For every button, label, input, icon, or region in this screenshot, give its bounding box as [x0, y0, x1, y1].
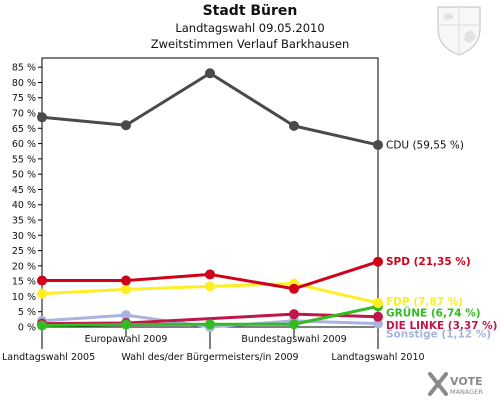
series-end-label: GRÜNE (6,74 %): [386, 306, 481, 320]
series-end-label: Sonstige (1,12 %): [386, 329, 491, 341]
data-point: [121, 319, 131, 330]
data-point: [373, 311, 383, 322]
x-tick-label: Wahl des/der Bürgermeisters/in 2009: [121, 352, 298, 363]
y-tick-label: 80 %: [12, 78, 36, 89]
votemanager-logo: VOTE MANAGER: [428, 372, 483, 396]
data-point: [289, 319, 299, 330]
x-tick-label: Landtagswahl 2005: [2, 352, 95, 363]
data-point: [289, 309, 299, 320]
chart-title: Stadt Büren: [202, 3, 298, 19]
chart-subtitle-secondary: Zweitstimmen Verlauf Barkhausen: [150, 37, 350, 51]
data-point: [37, 112, 47, 123]
data-point: [373, 318, 383, 329]
data-point: [205, 269, 215, 280]
logo-text-manager: MANAGER: [450, 388, 483, 396]
y-tick-label: 5 %: [18, 307, 36, 318]
x-tick-labels: Landtagswahl 2005 Europawahl 2009 Wahl des…: [2, 334, 425, 363]
y-tick-label: 50 %: [12, 170, 36, 181]
chart-series: [37, 68, 383, 332]
data-point: [121, 275, 131, 286]
y-tick-labels: 0 % 5 % 10 % 15 % 20 % 25 % 30 % 35 % 40 % 45 % 50…: [12, 63, 36, 334]
data-point: [37, 320, 47, 331]
data-point: [121, 284, 131, 295]
series-end-label: SPD (21,35 %): [386, 256, 471, 268]
x-tick-label: Europawahl 2009: [85, 334, 168, 345]
y-tick-label: 15 %: [12, 277, 36, 288]
series-line-cdu: [41, 71, 379, 147]
y-tick-label: 45 %: [12, 185, 36, 196]
data-point: [289, 120, 299, 131]
data-point: [121, 120, 131, 131]
y-tick-label: 70 %: [12, 109, 36, 120]
y-tick-label: 75 %: [12, 93, 36, 104]
data-point: [121, 310, 131, 321]
y-tick-label: 25 %: [12, 246, 36, 257]
series-end-label: FDP (7,87 %): [386, 296, 463, 308]
coat-of-arms-icon: [437, 6, 481, 56]
y-tick-label: 60 %: [12, 139, 36, 150]
y-tick-label: 30 %: [12, 231, 36, 242]
logo-text-vote: VOTE: [450, 375, 483, 388]
y-tick-label: 35 %: [12, 216, 36, 227]
chart-subtitle: Landtagswahl 09.05.2010: [175, 21, 325, 35]
y-tick-label: 20 %: [12, 261, 36, 272]
data-point: [373, 256, 383, 267]
x-tick-label: Landtagswahl 2010: [331, 352, 424, 363]
data-point: [205, 319, 215, 330]
y-tick-label: 10 %: [12, 292, 36, 303]
chart-axes: [38, 57, 379, 349]
y-tick-label: 85 %: [12, 63, 36, 74]
data-point: [373, 297, 383, 308]
data-point: [205, 68, 215, 79]
data-point: [37, 275, 47, 286]
y-tick-label: 55 %: [12, 154, 36, 165]
series-end-label: DIE LINKE (3,37 %): [386, 320, 497, 332]
series-end-label: CDU (59,55 %): [386, 139, 464, 151]
data-point: [205, 281, 215, 292]
data-point: [37, 288, 47, 299]
series-end-labels: CDU (59,55 %) SPD (21,35 %) FDP (7,87 %)GR…: [386, 139, 497, 340]
y-tick-label: 40 %: [12, 200, 36, 211]
y-tick-label: 65 %: [12, 124, 36, 135]
y-tick-label: 0 %: [18, 323, 36, 334]
data-point: [373, 139, 383, 150]
x-tick-label: Bundestagswahl 2009: [241, 334, 346, 345]
data-point: [289, 283, 299, 294]
